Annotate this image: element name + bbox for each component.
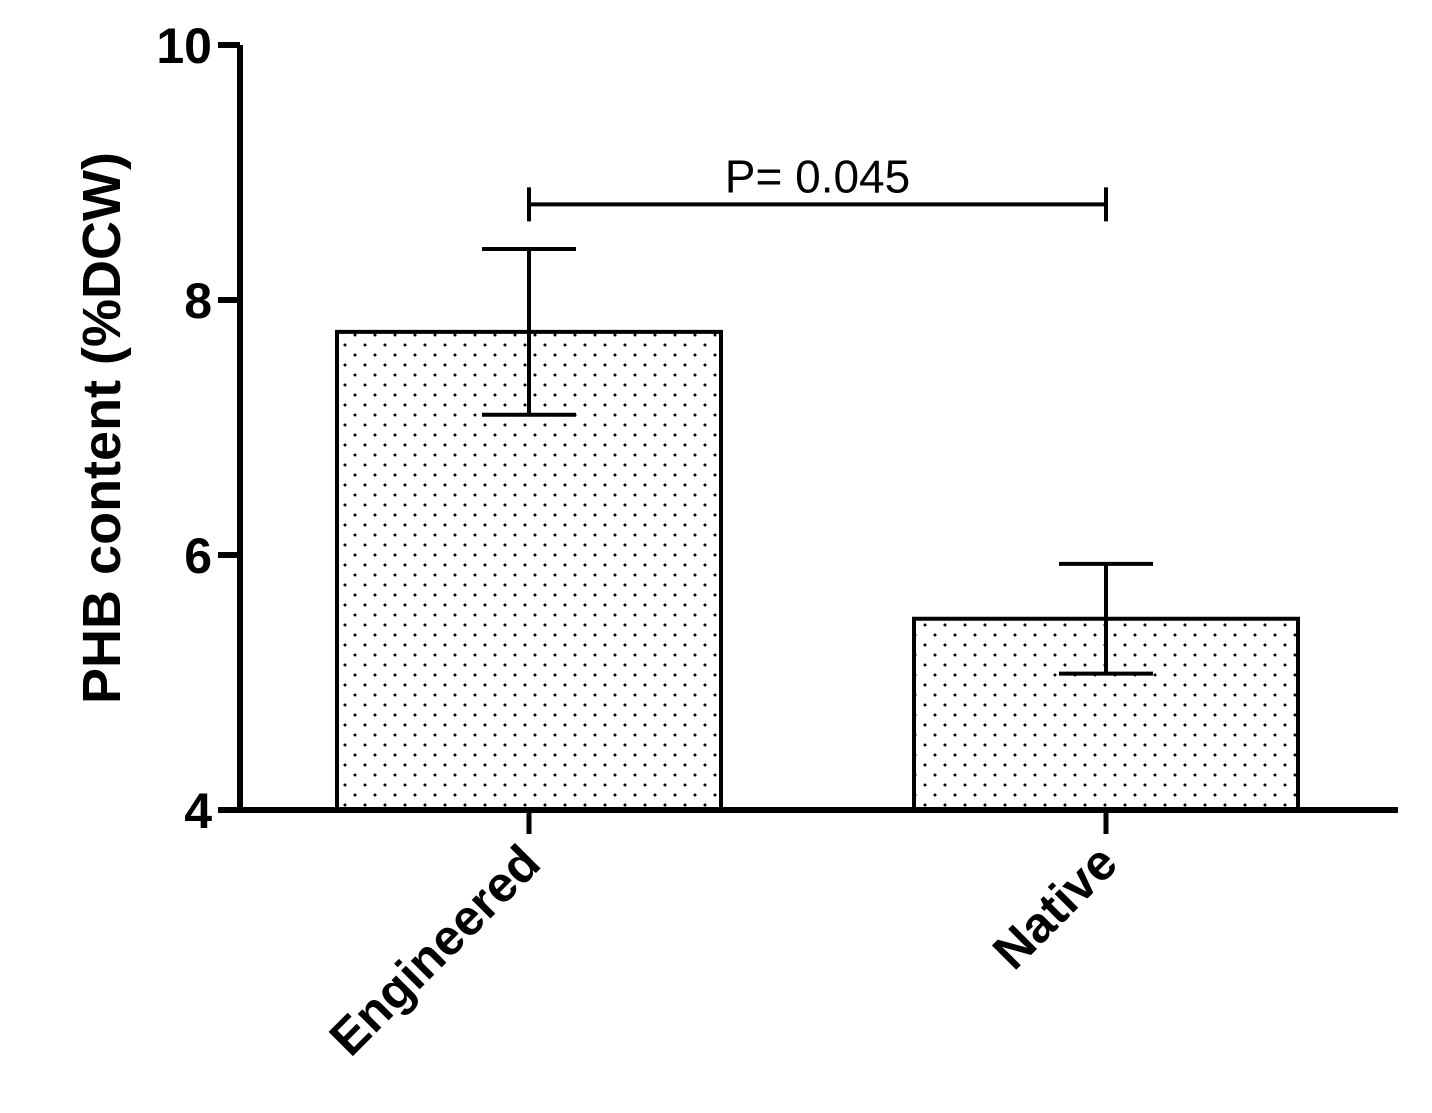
error-bar-native bbox=[1059, 561, 1153, 676]
y-tick-label: 8 bbox=[184, 273, 212, 329]
y-tick-label: 4 bbox=[184, 783, 212, 839]
error-bar-engineered bbox=[482, 247, 576, 417]
significance-bracket: P= 0.045 bbox=[527, 150, 1108, 222]
y-tick-label: 10 bbox=[156, 18, 212, 74]
x-tick-label-engineered: Engineered bbox=[319, 834, 551, 1066]
p-value-label: P= 0.045 bbox=[725, 150, 910, 202]
y-tick-label: 6 bbox=[184, 528, 212, 584]
x-tick-label-native: Native bbox=[982, 834, 1128, 980]
y-axis-label: PHB content (%DCW) bbox=[72, 152, 132, 704]
